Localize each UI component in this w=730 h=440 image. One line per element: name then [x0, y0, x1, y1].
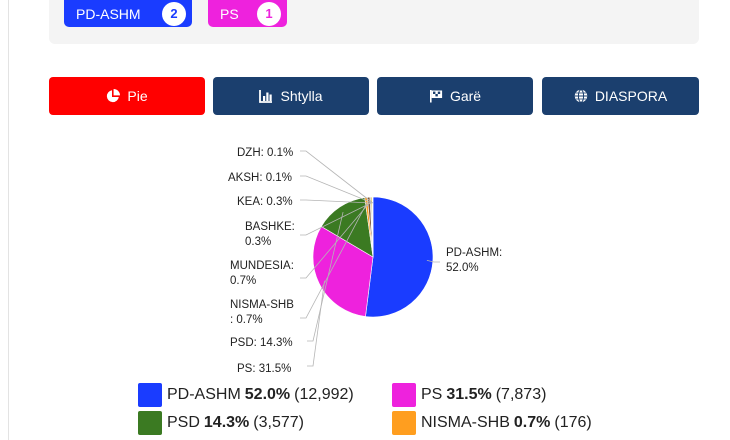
race-flag-icon: [429, 90, 443, 103]
legend-percent: 31.5%: [446, 386, 492, 403]
leader-line-bashke: [300, 202, 371, 236]
pie-chart-icon: [107, 89, 121, 103]
pie-leader-lines: [300, 150, 440, 367]
seat-chip-party: PD-ASHM: [76, 5, 141, 22]
tab-gare[interactable]: Garë: [377, 77, 533, 115]
pie-slice-psd[interactable]: [320, 197, 374, 258]
leader-line-psd: [307, 211, 344, 342]
legend-party: NISMA-SHB: [421, 414, 510, 431]
pie-label-ps: PS: 31.5%: [237, 363, 291, 375]
vote-share-pie-chart: PD-ASHM: 52.0% PS: 31.5% PSD: 14.3% NISM…: [228, 147, 505, 375]
bar-chart-icon: [259, 90, 273, 103]
pie-label-aksh: AKSH: 0.1%: [228, 172, 292, 184]
tab-label: Pie: [127, 88, 148, 104]
legend-percent: 14.3%: [203, 414, 250, 431]
leader-line-mundesia: [300, 202, 370, 279]
legend-percent: 0.7%: [513, 414, 551, 431]
pie-label-nisma-shb: NISMA-SHB : 0.7%: [230, 299, 297, 326]
leader-line-kea: [300, 199, 372, 204]
legend-votes: (176): [554, 414, 592, 431]
leader-line-ps: [307, 280, 325, 367]
legend-swatch: [392, 411, 416, 435]
legend-votes: (3,577): [253, 414, 304, 431]
pie-label-psd: PSD: 14.3%: [230, 337, 293, 349]
pie-label-bashke: BASHKE: 0.3%: [245, 221, 298, 248]
legend-item-pd-ashm: PD-ASHM 52.0% (12,992): [138, 382, 354, 408]
seat-chip-party: PS: [220, 5, 239, 22]
pie-labels: PD-ASHM: 52.0% PS: 31.5% PSD: 14.3% NISM…: [228, 147, 505, 375]
tab-label: Shtylla: [280, 88, 323, 104]
legend-votes: (7,873): [495, 386, 547, 403]
legend-swatch: [138, 383, 162, 407]
leader-line-nisma-shb: [300, 203, 368, 319]
legend-party: PD-ASHM: [167, 386, 241, 403]
legend-party: PSD: [167, 414, 200, 431]
tab-label: Garë: [449, 88, 482, 104]
seat-count-badge: 2: [162, 1, 186, 26]
pie-label-mundesia: MUNDESIA: 0.7%: [230, 260, 297, 287]
pie-label-dzh: DZH: 0.1%: [237, 147, 293, 159]
leader-line-pd-ashm: [426, 260, 440, 263]
tab-label: DIASPORA: [594, 88, 668, 104]
seat-count-badge: 1: [257, 1, 281, 26]
globe-icon: [574, 89, 588, 103]
leader-line-dzh: [300, 150, 374, 204]
tab-shtylla[interactable]: Shtylla: [213, 77, 369, 115]
legend-item-ps: PS 31.5% (7,873): [392, 382, 546, 408]
legend-party: PS: [421, 386, 443, 403]
pie-slice-ps[interactable]: [312, 226, 374, 317]
pie-label-pd-ashm: PD-ASHM: 52.0%: [446, 247, 505, 274]
legend-swatch: [138, 411, 162, 435]
legend-item-psd: PSD 14.3% (3,577): [138, 410, 304, 436]
leader-line-aksh: [300, 175, 373, 204]
pie-label-kea: KEA: 0.3%: [237, 196, 293, 208]
legend-votes: (12,992): [294, 386, 354, 403]
pie-slices: [312, 196, 434, 318]
seat-chip-pd-ashm[interactable]: PD-ASHM 2: [64, 0, 192, 27]
seat-chip-ps[interactable]: PS 1: [208, 0, 287, 27]
tab-diaspora[interactable]: DIASPORA: [542, 77, 699, 115]
legend-percent: 52.0%: [244, 386, 291, 403]
legend-swatch: [392, 383, 416, 407]
legend-item-nisma-shb: NISMA-SHB 0.7% (176): [392, 410, 592, 436]
tab-pie[interactable]: Pie: [49, 77, 205, 115]
page-divider: [8, 0, 9, 440]
pie-slice-pd-ashm[interactable]: [365, 196, 434, 318]
